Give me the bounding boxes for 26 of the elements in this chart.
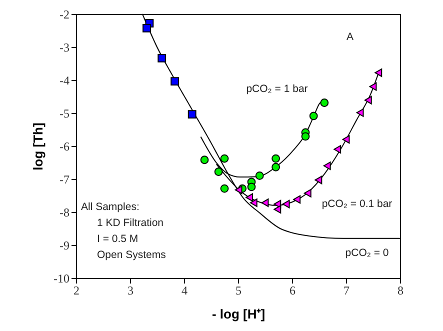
annotation: 1 KD Filtration xyxy=(97,217,164,229)
annotation: Open Systems xyxy=(97,249,166,261)
x-tick-label: 8 xyxy=(398,284,404,298)
y-tick-label: -3 xyxy=(60,40,70,54)
annotation: I = 0.5 M xyxy=(97,233,138,245)
y-tick-label: -2 xyxy=(60,8,70,22)
y-tick-label: -10 xyxy=(54,272,70,286)
annotation: pCO₂ = 0.1 bar xyxy=(322,198,393,210)
y-tick-label: -7 xyxy=(60,172,70,186)
annotation: pCO₂ = 0 xyxy=(345,247,389,259)
y-tick-label: -4 xyxy=(60,74,70,88)
x-tick-label: 5 xyxy=(236,284,242,298)
y-tick-label: -6 xyxy=(60,140,70,154)
y-tick-label: -8 xyxy=(60,206,70,220)
annotation: All Samples: xyxy=(81,201,140,213)
x-axis-title: - log [H⁺] xyxy=(212,306,266,322)
annotation: pCO₂ = 1 bar xyxy=(246,83,308,95)
annotation: A xyxy=(346,31,354,43)
x-tick-label: 3 xyxy=(128,284,134,298)
x-tick-label: 2 xyxy=(74,284,80,298)
y-tick-label: -9 xyxy=(60,238,70,252)
x-tick-label: 4 xyxy=(182,284,188,298)
y-tick-label: -5 xyxy=(60,106,70,120)
x-tick-label: 7 xyxy=(344,284,350,298)
x-tick-label: 6 xyxy=(290,284,296,298)
y-axis-title: log [Th] xyxy=(30,122,46,170)
